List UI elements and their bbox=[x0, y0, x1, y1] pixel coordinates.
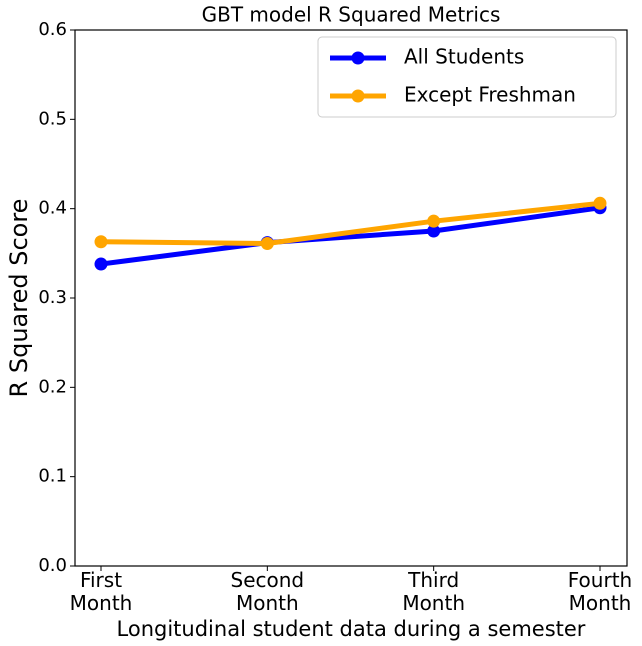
legend-marker bbox=[351, 89, 365, 103]
data-point bbox=[94, 235, 108, 249]
y-tick-label: 0.5 bbox=[38, 108, 67, 129]
x-tick-label: Third Month bbox=[402, 568, 465, 615]
x-tick-label: First Month bbox=[69, 568, 133, 615]
data-point bbox=[427, 224, 441, 238]
x-tick-label: Fourth Month bbox=[567, 568, 633, 615]
data-point bbox=[260, 237, 274, 251]
legend-marker bbox=[351, 51, 365, 65]
chart-title: GBT model R Squared Metrics bbox=[202, 3, 501, 27]
data-point bbox=[593, 196, 607, 210]
x-axis-label: Longitudinal student data during a semes… bbox=[117, 617, 586, 641]
legend-label: Except Freshman bbox=[404, 83, 576, 107]
y-tick-label: 0.4 bbox=[38, 198, 67, 219]
series-line bbox=[100, 200, 601, 247]
y-tick-label: 0.6 bbox=[38, 19, 67, 40]
data-point bbox=[427, 214, 441, 228]
legend-label: All Students bbox=[404, 45, 524, 69]
y-tick-label: 0.0 bbox=[38, 555, 67, 576]
y-axis-label: R Squared Score bbox=[5, 199, 33, 398]
legend-box bbox=[317, 36, 617, 118]
y-tick-label: 0.3 bbox=[38, 287, 67, 308]
y-tick-label: 0.2 bbox=[38, 376, 67, 397]
y-tick-label: 0.1 bbox=[38, 466, 67, 487]
data-point bbox=[94, 257, 108, 271]
x-tick-label: Second Month bbox=[230, 568, 305, 615]
series-line bbox=[100, 205, 601, 267]
